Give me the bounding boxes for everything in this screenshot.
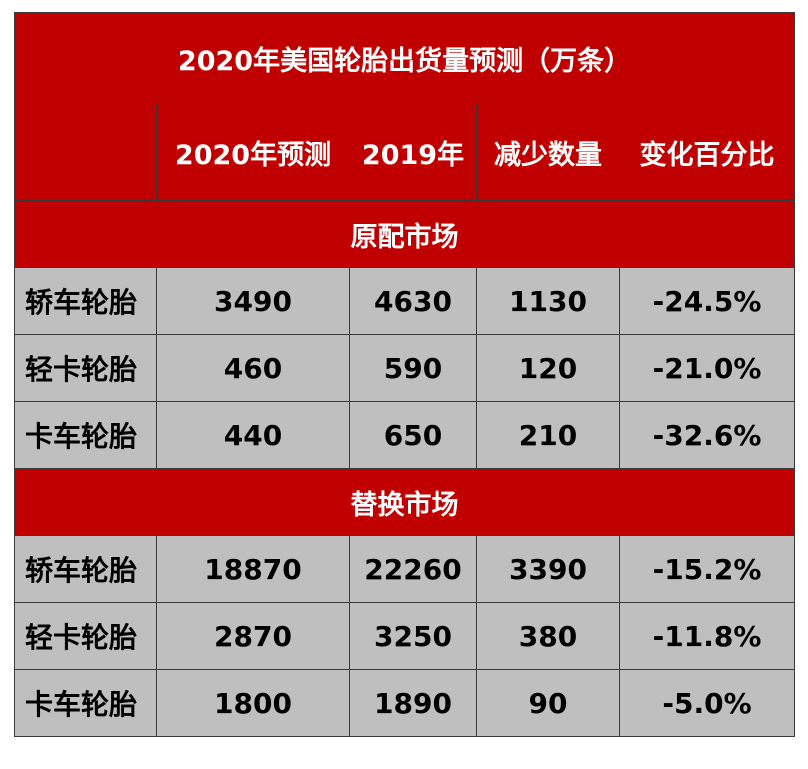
cell-2020-forecast: 1800 [156, 669, 350, 737]
header-row: 2020年预测 2019年 减少数量 变化百分比 [14, 103, 796, 201]
section-row-oem: 原配市场 [13, 200, 796, 268]
cell-change-percent: -5.0% [618, 669, 796, 737]
header-blank [14, 103, 157, 201]
section-title-replacement: 替换市场 [13, 468, 796, 536]
cell-decrease: 210 [476, 401, 620, 469]
cell-decrease: 120 [476, 334, 620, 402]
cell-decrease: 90 [476, 669, 620, 737]
table-title: 2020年美国轮胎出货量预测（万条） [13, 12, 796, 104]
cell-2019: 1890 [349, 669, 477, 737]
cell-2019: 3250 [349, 602, 477, 670]
row-label: 轻卡轮胎 [14, 334, 157, 402]
section-row-replacement: 替换市场 [13, 468, 796, 536]
cell-2020-forecast: 2870 [156, 602, 350, 670]
table-row: 轿车轮胎 3490 4630 1130 -24.5% [14, 267, 796, 335]
cell-2020-forecast: 18870 [156, 535, 350, 603]
header-2020-forecast: 2020年预测 [156, 103, 350, 201]
row-label: 轿车轮胎 [14, 535, 157, 603]
cell-2020-forecast: 440 [156, 401, 350, 469]
cell-change-percent: -24.5% [618, 267, 796, 335]
row-label: 轻卡轮胎 [14, 602, 157, 670]
cell-change-percent: -32.6% [618, 401, 796, 469]
table-row: 卡车轮胎 1800 1890 90 -5.0% [14, 669, 796, 737]
cell-2019: 590 [349, 334, 477, 402]
cell-decrease: 1130 [476, 267, 620, 335]
table-row: 轿车轮胎 18870 22260 3390 -15.2% [14, 535, 796, 603]
header-2019: 2019年 [349, 103, 477, 201]
cell-2019: 22260 [349, 535, 477, 603]
header-decrease: 减少数量 [476, 103, 620, 201]
section-title-oem: 原配市场 [13, 200, 796, 268]
header-change-percent: 变化百分比 [618, 103, 796, 201]
cell-decrease: 3390 [476, 535, 620, 603]
cell-2020-forecast: 460 [156, 334, 350, 402]
cell-change-percent: -11.8% [618, 602, 796, 670]
row-label: 轿车轮胎 [14, 267, 157, 335]
cell-change-percent: -21.0% [618, 334, 796, 402]
table-row: 卡车轮胎 440 650 210 -32.6% [14, 401, 796, 469]
title-row: 2020年美国轮胎出货量预测（万条） [13, 12, 796, 104]
cell-2019: 4630 [349, 267, 477, 335]
cell-2019: 650 [349, 401, 477, 469]
cell-decrease: 380 [476, 602, 620, 670]
cell-2020-forecast: 3490 [156, 267, 350, 335]
table-row: 轻卡轮胎 2870 3250 380 -11.8% [14, 602, 796, 670]
row-label: 卡车轮胎 [14, 669, 157, 737]
tire-shipment-forecast-table: 2020年美国轮胎出货量预测（万条） 2020年预测 2019年 减少数量 变化… [13, 12, 796, 737]
table-row: 轻卡轮胎 460 590 120 -21.0% [14, 334, 796, 402]
cell-change-percent: -15.2% [618, 535, 796, 603]
row-label: 卡车轮胎 [14, 401, 157, 469]
